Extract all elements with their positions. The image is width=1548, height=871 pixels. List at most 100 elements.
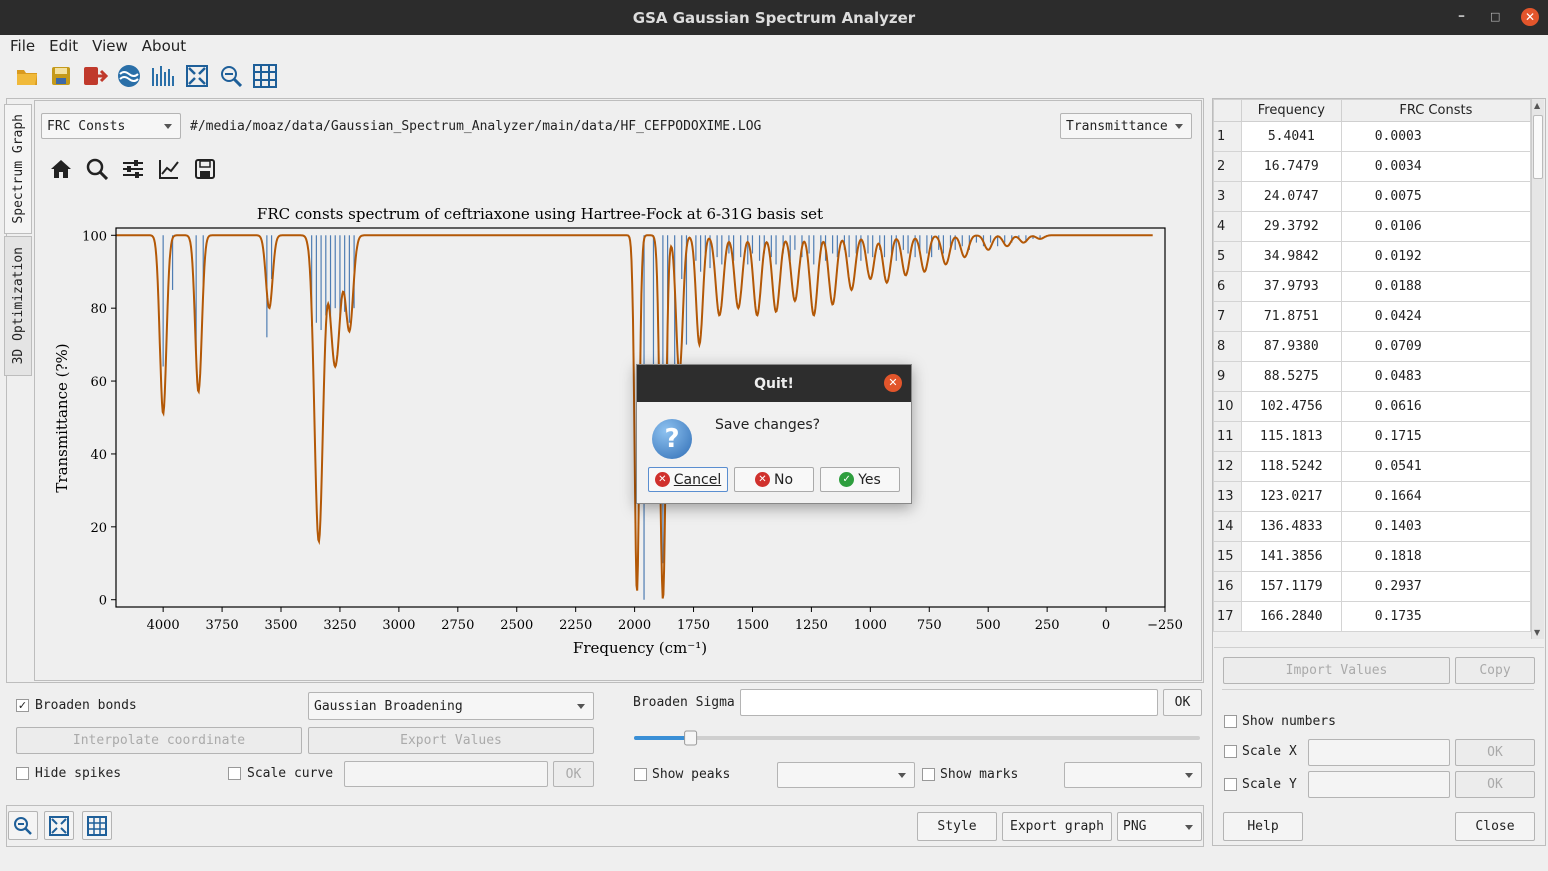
spectrum-icon[interactable] — [150, 63, 176, 89]
table-row[interactable]: 4 29.3792 0.0106 — [1213, 211, 1532, 242]
scroll-down-icon[interactable]: ▼ — [1534, 628, 1541, 637]
scale-x-checkbox[interactable] — [1224, 745, 1237, 758]
show-peaks-checkbox[interactable] — [634, 768, 647, 781]
frc-cell[interactable]: 0.0188 — [1340, 271, 1532, 302]
row-index[interactable]: 5 — [1213, 241, 1242, 272]
frequency-cell[interactable]: 34.9842 — [1240, 241, 1342, 272]
table-row[interactable]: 10 102.4756 0.0616 — [1213, 391, 1532, 422]
mode-select[interactable]: Transmittance — [1060, 113, 1192, 139]
frequency-cell[interactable]: 5.4041 — [1240, 121, 1342, 152]
frc-cell[interactable]: 0.0541 — [1340, 451, 1532, 482]
frc-cell[interactable]: 0.1735 — [1340, 601, 1532, 632]
row-index[interactable]: 4 — [1213, 211, 1242, 242]
table-row[interactable]: 7 71.8751 0.0424 — [1213, 301, 1532, 332]
zoom-out-icon[interactable] — [218, 63, 244, 89]
scale-y-input[interactable] — [1308, 771, 1450, 798]
row-index[interactable]: 11 — [1213, 421, 1242, 452]
scale-y-ok-button[interactable]: OK — [1455, 771, 1535, 798]
show-marks-select[interactable] — [1064, 762, 1202, 788]
wave-icon[interactable] — [116, 63, 142, 89]
yes-button[interactable]: ✓ Yes — [820, 467, 900, 492]
frc-cell[interactable]: 0.2937 — [1340, 571, 1532, 602]
menu-file[interactable]: File — [10, 37, 36, 55]
close-button[interactable]: Close — [1455, 812, 1535, 841]
frc-cell[interactable]: 0.1664 — [1340, 481, 1532, 512]
frc-cell[interactable]: 0.0003 — [1340, 121, 1532, 152]
row-index[interactable]: 1 — [1213, 121, 1242, 152]
table-row[interactable]: 6 37.9793 0.0188 — [1213, 271, 1532, 302]
tab-spectrum-graph[interactable]: Spectrum Graph — [4, 104, 32, 234]
table-row[interactable]: 17 166.2840 0.1735 — [1213, 601, 1532, 632]
frequency-cell[interactable]: 136.4833 — [1240, 511, 1342, 542]
property-select[interactable]: FRC Consts — [41, 113, 181, 139]
style-button[interactable]: Style — [917, 812, 997, 841]
table-row[interactable]: 3 24.0747 0.0075 — [1213, 181, 1532, 212]
broaden-sigma-ok-button[interactable]: OK — [1163, 689, 1202, 716]
scroll-up-icon[interactable]: ▲ — [1534, 101, 1541, 110]
broadening-type-select[interactable]: Gaussian Broadening — [308, 692, 594, 720]
bottom-grid-icon[interactable] — [82, 811, 112, 840]
axes-icon[interactable] — [156, 156, 182, 182]
frequency-cell[interactable]: 166.2840 — [1240, 601, 1342, 632]
export-values-button[interactable]: Export Values — [308, 727, 594, 754]
table-row[interactable]: 14 136.4833 0.1403 — [1213, 511, 1532, 542]
interpolate-button[interactable]: Interpolate coordinate — [16, 727, 302, 754]
frequency-cell[interactable]: 29.3792 — [1240, 211, 1342, 242]
slider-handle[interactable] — [684, 730, 698, 746]
no-button[interactable]: ✕ No — [734, 467, 814, 492]
copy-button[interactable]: Copy — [1455, 657, 1535, 684]
row-index[interactable]: 6 — [1213, 271, 1242, 302]
frequency-cell[interactable]: 123.0217 — [1240, 481, 1342, 512]
row-index[interactable]: 10 — [1213, 391, 1242, 422]
scale-y-checkbox[interactable] — [1224, 778, 1237, 791]
frc-cell[interactable]: 0.0616 — [1340, 391, 1532, 422]
row-index[interactable]: 17 — [1213, 601, 1242, 632]
table-scrollbar[interactable]: ▲ ▼ — [1531, 99, 1544, 639]
frc-cell[interactable]: 0.0106 — [1340, 211, 1532, 242]
minimize-icon[interactable]: – — [1458, 8, 1465, 24]
frc-table[interactable]: Frequency FRC Consts 1 5.4041 0.0003 2 16.74… — [1213, 99, 1532, 632]
table-row[interactable]: 12 118.5242 0.0541 — [1213, 451, 1532, 482]
grid-icon[interactable] — [252, 63, 278, 89]
table-row[interactable]: 16 157.1179 0.2937 — [1213, 571, 1532, 602]
scale-curve-input[interactable] — [344, 761, 548, 787]
exit-icon[interactable] — [82, 63, 108, 89]
tab-3d-optimization[interactable]: 3D Optimization — [4, 236, 32, 376]
column-header-frequency[interactable]: Frequency — [1240, 99, 1342, 122]
row-index[interactable]: 2 — [1213, 151, 1242, 182]
save-figure-icon[interactable] — [192, 156, 218, 182]
dialog-close-icon[interactable]: ✕ — [884, 374, 902, 392]
frc-cell[interactable]: 0.1818 — [1340, 541, 1532, 572]
scale-x-ok-button[interactable]: OK — [1455, 739, 1535, 766]
frequency-cell[interactable]: 16.7479 — [1240, 151, 1342, 182]
frequency-cell[interactable]: 141.3856 — [1240, 541, 1342, 572]
show-peaks-select[interactable] — [777, 762, 915, 788]
frc-cell[interactable]: 0.0709 — [1340, 331, 1532, 362]
table-row[interactable]: 2 16.7479 0.0034 — [1213, 151, 1532, 182]
frequency-cell[interactable]: 87.9380 — [1240, 331, 1342, 362]
export-graph-button[interactable]: Export graph — [1002, 812, 1112, 841]
scale-x-input[interactable] — [1308, 739, 1450, 766]
table-row[interactable]: 8 87.9380 0.0709 — [1213, 331, 1532, 362]
sigma-slider[interactable] — [632, 728, 1204, 748]
zoom-icon[interactable] — [84, 156, 110, 182]
bottom-zoom-out-icon[interactable] — [8, 811, 38, 840]
cancel-button[interactable]: ✕ Cancel — [648, 467, 728, 492]
broaden-sigma-input[interactable] — [740, 689, 1158, 716]
show-marks-checkbox[interactable] — [922, 768, 935, 781]
open-folder-icon[interactable] — [14, 63, 40, 89]
scrollbar-thumb[interactable] — [1533, 115, 1543, 179]
show-numbers-checkbox[interactable] — [1224, 715, 1237, 728]
frequency-cell[interactable]: 115.1813 — [1240, 421, 1342, 452]
menu-edit[interactable]: Edit — [49, 37, 79, 55]
row-index[interactable]: 14 — [1213, 511, 1242, 542]
row-index[interactable]: 12 — [1213, 451, 1242, 482]
frc-cell[interactable]: 0.0034 — [1340, 151, 1532, 182]
table-row[interactable]: 15 141.3856 0.1818 — [1213, 541, 1532, 572]
export-format-select[interactable]: PNG — [1117, 812, 1202, 841]
frequency-cell[interactable]: 71.8751 — [1240, 301, 1342, 332]
hide-spikes-checkbox[interactable] — [16, 767, 29, 780]
frequency-cell[interactable]: 157.1179 — [1240, 571, 1342, 602]
row-index[interactable]: 15 — [1213, 541, 1242, 572]
frc-cell[interactable]: 0.1403 — [1340, 511, 1532, 542]
